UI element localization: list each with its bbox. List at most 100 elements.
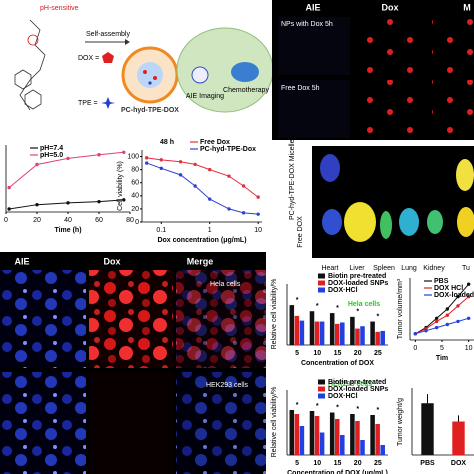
legend-swatch bbox=[318, 393, 325, 399]
x-tick-label: 10 bbox=[465, 345, 473, 352]
point bbox=[456, 304, 460, 308]
organ: Lung bbox=[401, 265, 417, 272]
bar bbox=[289, 305, 295, 345]
row-label: Free Dox 5h bbox=[281, 85, 320, 92]
bar bbox=[375, 331, 380, 345]
x-tick-label: 20 bbox=[354, 350, 362, 357]
legend-label: DOX-loaded SNPs bbox=[328, 280, 388, 287]
point bbox=[413, 332, 418, 336]
row-label: HEK293 cells bbox=[206, 382, 249, 389]
point bbox=[466, 294, 471, 299]
bar bbox=[340, 322, 345, 345]
x-tick-label: 1 bbox=[208, 227, 212, 234]
legend-label: Free Dox bbox=[200, 139, 230, 146]
point bbox=[122, 150, 126, 155]
bar bbox=[421, 403, 434, 455]
legend-swatch bbox=[318, 287, 325, 293]
x-tick-label: 10 bbox=[254, 227, 262, 234]
legend-swatch bbox=[318, 386, 325, 392]
organ: Kidney bbox=[423, 265, 445, 272]
point bbox=[178, 160, 183, 164]
legend-label: DOX·HCl bbox=[328, 393, 358, 400]
series-line bbox=[415, 283, 470, 335]
point bbox=[256, 212, 260, 216]
point bbox=[241, 211, 246, 215]
schematic: pH-sensitive Self-assembly DOX = TPE = P… bbox=[14, 5, 274, 114]
y-tick-label: 20 bbox=[131, 206, 139, 213]
bar bbox=[452, 421, 465, 455]
legend-label: PBS bbox=[434, 278, 449, 285]
column-header: Dox bbox=[103, 256, 120, 266]
molecule bbox=[19, 19, 46, 111]
point bbox=[193, 162, 197, 167]
bar bbox=[340, 435, 345, 455]
nucleus bbox=[231, 62, 259, 82]
point bbox=[97, 199, 101, 204]
point bbox=[35, 202, 39, 207]
series-line bbox=[8, 151, 124, 189]
rings bbox=[14, 69, 42, 110]
legend-label: DOX HCl bbox=[434, 285, 463, 292]
significance: * bbox=[377, 313, 380, 320]
row-label: Hela cells bbox=[210, 281, 241, 288]
bar bbox=[375, 424, 380, 455]
organ: Heart bbox=[321, 265, 338, 272]
ph-label: pH-sensitive bbox=[40, 5, 79, 12]
point bbox=[445, 307, 450, 311]
y-tick-label: 60 bbox=[131, 180, 139, 187]
y-axis-label: Tumor volume/mm³ bbox=[397, 278, 404, 339]
point bbox=[144, 156, 149, 160]
x-tick-label: 10 bbox=[313, 460, 321, 467]
bar bbox=[329, 412, 335, 455]
bar bbox=[355, 328, 360, 345]
series-line bbox=[146, 157, 259, 198]
bar bbox=[294, 414, 300, 455]
y-tick-label: 0 bbox=[135, 219, 139, 226]
bar bbox=[289, 410, 295, 455]
point bbox=[208, 167, 212, 172]
aie-imaging: AIE Imaging bbox=[186, 93, 224, 100]
image bbox=[278, 80, 350, 138]
bar bbox=[360, 440, 365, 455]
x-tick-label: 5 bbox=[295, 460, 299, 467]
legend-label: DOX-loaded SN bbox=[434, 292, 474, 299]
legend-label: Biotin pre-treated bbox=[328, 273, 386, 280]
chart-title: 48 h bbox=[160, 139, 174, 146]
point bbox=[159, 166, 163, 171]
column-header: AIE bbox=[305, 2, 320, 12]
image bbox=[278, 17, 350, 75]
series-line bbox=[415, 317, 469, 335]
tpe-label: TPE = bbox=[78, 100, 98, 107]
bar bbox=[299, 320, 305, 345]
significance: * bbox=[296, 297, 299, 304]
legend-label: PC-hyd-TPE-Dox bbox=[200, 146, 256, 153]
micelle-core bbox=[137, 62, 163, 88]
point bbox=[7, 185, 11, 190]
micelle-label: PC-hyd-TPE-DOX bbox=[121, 107, 179, 114]
organ: Spleen bbox=[373, 265, 395, 272]
chemotherapy: Chemotherapy bbox=[223, 87, 269, 94]
annotation: HEK293 cells bbox=[328, 381, 372, 388]
point bbox=[193, 184, 197, 188]
image bbox=[432, 80, 474, 138]
point bbox=[434, 325, 439, 330]
row-label: PC-hyd-TPE-DOX Micelles bbox=[289, 135, 296, 220]
ex-vivo: PC-hyd-TPE-DOX Micelles Free DOX bbox=[289, 135, 474, 258]
vesicle bbox=[191, 66, 209, 84]
point bbox=[227, 174, 231, 178]
image bbox=[89, 372, 173, 474]
point bbox=[208, 197, 212, 201]
organ: Liver bbox=[349, 265, 365, 272]
bar bbox=[350, 316, 355, 345]
significance: * bbox=[356, 406, 359, 413]
series-line bbox=[146, 162, 259, 215]
point bbox=[122, 198, 126, 202]
image-overlay bbox=[176, 270, 266, 368]
point bbox=[159, 158, 163, 162]
point bbox=[227, 207, 231, 211]
bar bbox=[360, 326, 365, 345]
bar bbox=[314, 321, 320, 345]
bar bbox=[329, 313, 335, 345]
legend-label: pH=5.0 bbox=[40, 152, 63, 159]
dox-icon bbox=[102, 52, 114, 63]
